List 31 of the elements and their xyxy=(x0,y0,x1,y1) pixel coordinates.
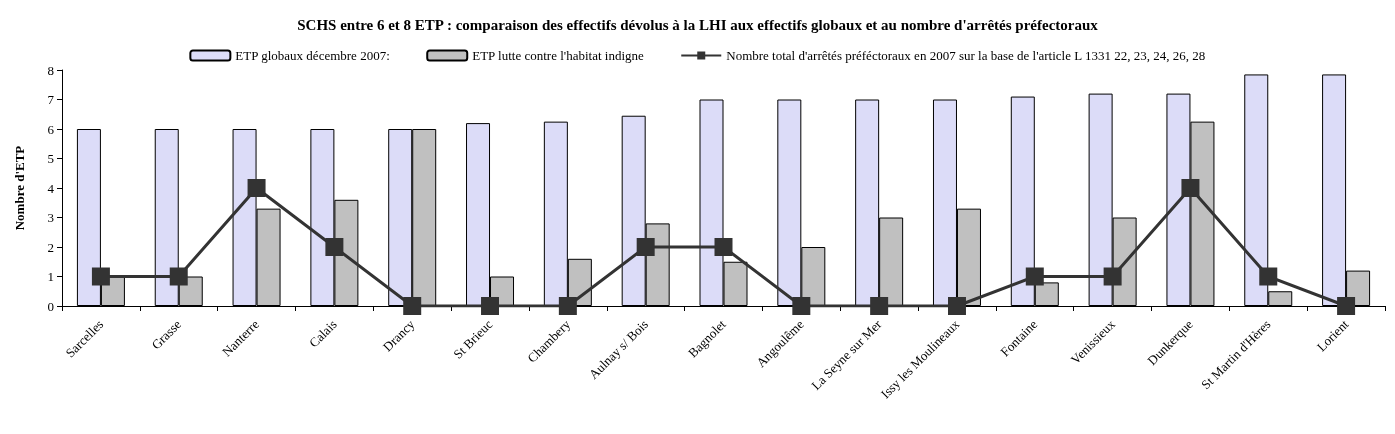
point xyxy=(91,267,110,286)
legend-label: ETP globaux décembre 2007: xyxy=(235,48,390,63)
y-tick-label: 7 xyxy=(47,92,55,107)
point xyxy=(403,297,422,315)
point xyxy=(1025,267,1044,286)
y-tick-label: 5 xyxy=(47,151,54,166)
legend-label: ETP lutte contre l'habitat indigne xyxy=(472,48,644,63)
point xyxy=(169,267,188,286)
legend-label: Nombre total d'arrêtés préféctoraux en 2007 sur la base de l'article L 1331 22, 23, 24, 26, 28 xyxy=(726,48,1206,63)
point xyxy=(947,297,966,315)
chart-title: SCHS entre 6 et 8 ETP : comparaison des effectifs dévolus à la LHI aux effectifs globaux et au nombre d'arrêtés préfectoraux xyxy=(297,16,1099,33)
y-tick-label: 8 xyxy=(47,62,54,78)
point xyxy=(1259,267,1278,286)
point xyxy=(247,179,266,197)
y-tick-label: 1 xyxy=(47,269,54,284)
point xyxy=(792,297,811,315)
y-tick-label: 2 xyxy=(47,239,54,255)
point xyxy=(714,238,733,256)
y-tick-label: 3 xyxy=(47,210,54,225)
point xyxy=(558,297,577,315)
point xyxy=(870,297,889,315)
point xyxy=(1181,179,1200,197)
y-tick-label: 0 xyxy=(47,298,54,314)
y-tick-label: 6 xyxy=(47,121,55,137)
y-axis-title: Nombre d'ETP xyxy=(12,145,27,231)
point xyxy=(636,238,655,256)
y-tick-label: 4 xyxy=(47,180,55,196)
point xyxy=(1337,297,1356,315)
point xyxy=(1103,267,1122,286)
point xyxy=(481,297,500,315)
point xyxy=(325,238,344,256)
